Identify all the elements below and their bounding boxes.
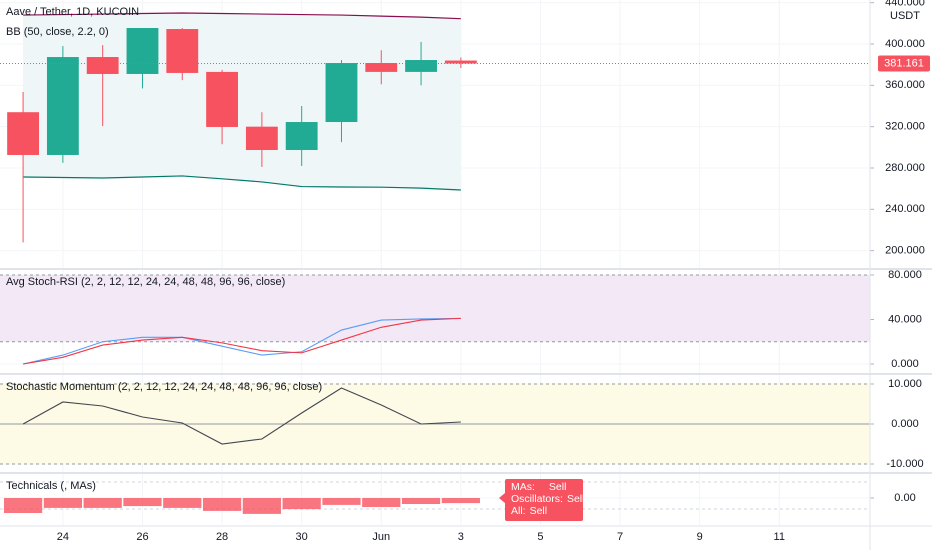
bar — [3, 498, 43, 513]
bollinger-lower — [23, 175, 461, 191]
candle-body — [206, 71, 238, 127]
y-tick-label: 0.000 — [891, 418, 919, 430]
x-tick-label: 3 — [458, 531, 464, 543]
last-price-label: 381.161 — [884, 57, 924, 69]
y-tick-label: 440.000 — [885, 0, 925, 9]
indicator-line — [22, 317, 461, 365]
x-tick-label: 5 — [537, 531, 543, 543]
y-tick-label: 360.000 — [885, 79, 925, 91]
candle-body — [444, 60, 477, 64]
candle-body — [126, 27, 159, 74]
x-tick-label: Jun — [372, 531, 390, 543]
candle-body — [285, 122, 318, 151]
bar — [242, 498, 281, 514]
bar — [441, 498, 480, 504]
y-tick-label: 240.000 — [885, 203, 925, 215]
y-tick-label: 0.000 — [891, 358, 919, 370]
y-tick-label: -10.000 — [886, 458, 923, 470]
x-tick-label: 7 — [617, 531, 623, 543]
pane-title: Aave / Tether, 1D, KUCOIN — [6, 6, 139, 18]
indicator-line — [22, 387, 461, 445]
tooltip-value: Sell — [567, 493, 585, 505]
bar — [83, 498, 122, 508]
tooltip-pointer — [499, 493, 505, 503]
bar — [163, 498, 202, 508]
x-tick-label: 28 — [216, 531, 228, 543]
y-tick-label: 40.000 — [888, 313, 922, 325]
candle-body — [166, 29, 199, 73]
pane-title: Stochastic Momentum (2, 2, 12, 12, 24, 2… — [6, 381, 322, 393]
y-tick-label: 320.000 — [885, 121, 925, 133]
last-price-box — [878, 55, 930, 72]
y-tick-label: 10.000 — [888, 378, 922, 390]
bar — [362, 498, 401, 507]
y-tick-label: 80.000 — [888, 269, 922, 281]
bar — [43, 498, 82, 508]
bar — [202, 498, 242, 511]
bar — [322, 498, 361, 505]
x-tick-label: 24 — [57, 531, 69, 543]
y-tick-label: 400.000 — [885, 38, 925, 50]
indicator-line — [22, 317, 461, 365]
tooltip-value: Sell — [549, 481, 567, 493]
candle-body — [46, 57, 79, 155]
bar — [282, 498, 321, 510]
axis-unit: USDT — [890, 10, 920, 22]
candle-body — [7, 112, 40, 155]
y-tick-label: 200.000 — [885, 245, 925, 257]
tooltip-label: Oscillators: — [511, 493, 563, 505]
bar — [401, 498, 441, 504]
pane-subtitle: BB (50, close, 2.2, 0) — [6, 26, 109, 38]
y-tick-label: 280.000 — [885, 162, 925, 174]
tooltip-label: All: — [511, 505, 526, 517]
tooltip — [505, 479, 583, 521]
pane-title: Avg Stoch-RSI (2, 2, 12, 12, 24, 24, 48,… — [6, 276, 285, 288]
bar — [123, 498, 162, 507]
tooltip-value: Sell — [530, 505, 548, 517]
x-tick-label: 11 — [774, 531, 785, 543]
x-tick-label: 9 — [697, 531, 703, 543]
x-tick-label: 26 — [136, 531, 148, 543]
tooltip-label: MAs: — [511, 481, 535, 493]
pane-title: Technicals (, MAs) — [6, 480, 96, 492]
x-tick-label: 30 — [296, 531, 308, 543]
bollinger-upper — [23, 12, 461, 20]
candle-body — [86, 57, 119, 74]
candle-body — [365, 63, 398, 72]
candle-body — [325, 63, 358, 123]
candle-body — [245, 126, 278, 151]
band-fill — [0, 275, 870, 342]
y-tick-label: 0.00 — [894, 492, 915, 504]
candle-body — [405, 60, 437, 72]
band-fill — [23, 13, 461, 190]
